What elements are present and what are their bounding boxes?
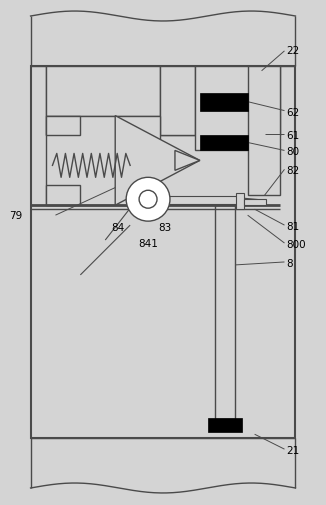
Bar — [200, 93, 248, 112]
Circle shape — [126, 178, 170, 222]
Text: 8: 8 — [287, 259, 293, 269]
Bar — [46, 67, 160, 116]
Bar — [215, 206, 235, 420]
Polygon shape — [115, 116, 200, 206]
Text: 800: 800 — [287, 239, 306, 249]
Text: 22: 22 — [287, 46, 300, 56]
Text: 80: 80 — [287, 147, 300, 157]
Text: 83: 83 — [158, 223, 171, 233]
Text: 841: 841 — [138, 238, 158, 248]
Bar — [46, 116, 80, 136]
Text: 61: 61 — [287, 130, 300, 140]
Bar — [195, 67, 265, 151]
Bar — [46, 186, 80, 206]
Circle shape — [139, 191, 157, 209]
Bar — [244, 200, 266, 206]
Text: 81: 81 — [287, 222, 300, 232]
Text: 62: 62 — [287, 108, 300, 117]
Bar — [208, 419, 242, 432]
Bar — [248, 67, 279, 196]
Bar — [31, 67, 295, 438]
Bar — [46, 67, 279, 136]
Text: 79: 79 — [9, 211, 22, 221]
Text: 82: 82 — [287, 166, 300, 176]
Bar — [46, 116, 160, 206]
Polygon shape — [175, 151, 200, 171]
Bar — [236, 194, 244, 210]
Text: 21: 21 — [287, 445, 300, 455]
Bar — [200, 135, 248, 151]
Text: 84: 84 — [111, 223, 125, 233]
Bar — [168, 197, 243, 205]
Bar — [160, 67, 195, 136]
